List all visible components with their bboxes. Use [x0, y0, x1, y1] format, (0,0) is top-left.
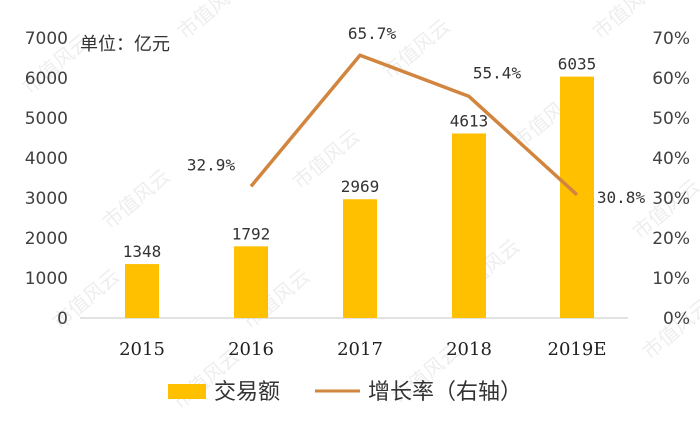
right-tick-label: 50% [652, 109, 690, 129]
legend-label-bar: 交易额 [214, 380, 280, 405]
bar [343, 199, 377, 318]
bar-value-label: 1348 [123, 242, 162, 261]
bar-value-label: 4613 [450, 111, 489, 130]
x-tick-label: 2018 [446, 339, 492, 360]
growth-labels: 32.9% 65.7% 55.4% 30.8% [187, 24, 646, 207]
bar-value-label: 6035 [558, 55, 597, 74]
growth-line [249, 53, 579, 197]
right-tick-label: 60% [652, 69, 690, 89]
legend: 交易额 增长率（右轴） [168, 380, 522, 405]
bar-value-label: 1792 [232, 224, 271, 243]
right-tick-label: 0% [663, 309, 690, 329]
growth-value-label: 30.8% [597, 188, 646, 207]
unit-label: 单位：亿元 [80, 34, 170, 55]
left-tick-label: 4000 [25, 149, 68, 169]
legend-swatch-bar [168, 384, 206, 399]
left-tick-label: 7000 [25, 29, 68, 49]
left-tick-label: 0 [57, 309, 68, 329]
growth-value-label: 65.7% [348, 24, 397, 43]
bar [452, 133, 486, 318]
x-tick-label: 2016 [228, 339, 274, 360]
right-tick-label: 30% [652, 189, 690, 209]
left-axis-ticks: 0 1000 2000 3000 4000 5000 6000 7000 [25, 29, 68, 329]
bar [234, 246, 268, 318]
watermark-text: 市值风云 [173, 0, 250, 44]
left-tick-label: 6000 [25, 69, 68, 89]
right-axis-ticks: 0% 10% 20% 30% 40% 50% 60% 70% [652, 29, 690, 329]
growth-line-layer [249, 53, 579, 197]
bar-labels: 1348 1792 2969 4613 6035 [123, 55, 597, 261]
left-tick-label: 3000 [25, 189, 68, 209]
bars [125, 76, 594, 318]
legend-label-line: 增长率（右轴） [368, 380, 522, 405]
right-tick-label: 70% [652, 29, 690, 49]
x-tick-label: 2017 [337, 339, 383, 360]
growth-value-label: 32.9% [187, 155, 236, 174]
right-tick-label: 10% [652, 269, 690, 289]
bar [560, 76, 594, 318]
left-tick-label: 1000 [25, 269, 68, 289]
x-tick-label: 2015 [119, 339, 165, 360]
x-tick-label: 2019E [548, 339, 607, 360]
left-tick-label: 2000 [25, 229, 68, 249]
x-axis-ticks: 2015 2016 2017 2018 2019E [119, 339, 606, 360]
left-tick-label: 5000 [25, 109, 68, 129]
right-tick-label: 20% [652, 229, 690, 249]
growth-value-label: 55.4% [473, 63, 522, 82]
bar-value-label: 2969 [341, 177, 380, 196]
bar [125, 264, 159, 318]
watermark-text: 市值风云 [98, 164, 175, 234]
right-tick-label: 40% [652, 149, 690, 169]
